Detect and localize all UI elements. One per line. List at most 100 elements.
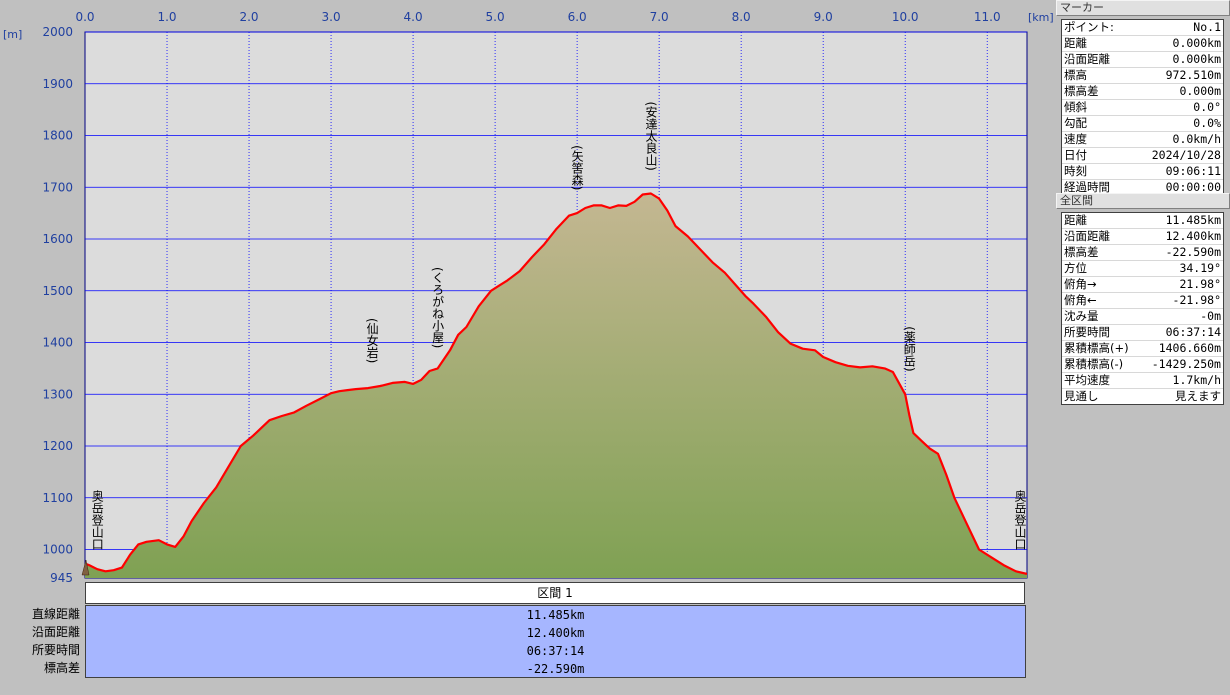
info-value: 06:37:14 <box>1165 325 1221 339</box>
info-value: 972.510m <box>1165 68 1221 82</box>
info-value: 09:06:11 <box>1165 164 1221 178</box>
section-header[interactable]: 区間 1 <box>85 582 1025 604</box>
info-row: 勾配 0.0% <box>1062 116 1223 132</box>
y-tick-label: 1600 <box>42 232 73 246</box>
y-tick-label: 1000 <box>42 543 73 557</box>
info-row: 速度 0.0km/h <box>1062 132 1223 148</box>
info-row: 時刻 09:06:11 <box>1062 164 1223 180</box>
info-row: 沿面距離 0.000km <box>1062 52 1223 68</box>
y-tick-label: 1900 <box>42 77 73 91</box>
x-tick-label: 0.0 <box>75 10 94 24</box>
x-tick-label: 3.0 <box>322 10 341 24</box>
info-value: 1406.660m <box>1158 341 1221 355</box>
info-row: 沿面距離 12.400km <box>1062 229 1223 245</box>
info-row: 累積標高(-) -1429.250m <box>1062 357 1223 373</box>
x-axis: 0.0 1.0 2.0 3.0 4.0 5.0 6.0 7.0 8.0 9.0 10.0 11.0 <box>75 10 1000 24</box>
marker-info-table: ポイント: No.1 距離 0.000km 沿面距離 0.000km 標高 972.510m 標… <box>1061 19 1224 196</box>
info-value: 見えます <box>1175 389 1221 403</box>
section-value: 12.400km <box>526 626 585 640</box>
y-unit-label: [m] <box>3 28 22 41</box>
info-value: -1429.250m <box>1151 357 1221 371</box>
info-value: -22.590m <box>1165 245 1221 259</box>
info-row: 俯角← -21.98° <box>1062 293 1223 309</box>
x-tick-label: 5.0 <box>486 10 505 24</box>
info-row: 経過時間 00:00:00 <box>1062 180 1223 195</box>
info-row: 距離 11.485km <box>1062 213 1223 229</box>
y-tick-label: 1400 <box>42 336 73 350</box>
elevation-profile-chart[interactable]: 0.0 1.0 2.0 3.0 4.0 5.0 6.0 7.0 8.0 9.0 10.0 11.0 1… <box>0 0 1056 582</box>
full-section-panel-title: 全区間 <box>1056 193 1230 209</box>
y-tick-label: 2000 <box>42 25 73 39</box>
info-value: 21.98° <box>1179 277 1221 291</box>
info-value: -21.98° <box>1172 293 1221 307</box>
waypoint-label: (薬師岳) <box>902 326 916 371</box>
info-key: 距離 <box>1064 36 1087 50</box>
y-tick-label: 1100 <box>42 491 73 505</box>
info-row: 累積標高(+) 1406.660m <box>1062 341 1223 357</box>
section-label: 沿面距離 <box>31 625 80 639</box>
info-value: 0.0% <box>1193 116 1221 130</box>
info-key: 時刻 <box>1064 164 1087 178</box>
x-tick-label: 1.0 <box>157 10 176 24</box>
info-row: 平均速度 1.7km/h <box>1062 373 1223 389</box>
info-row: 方位 34.19° <box>1062 261 1223 277</box>
section-label: 所要時間 <box>31 643 80 657</box>
info-value: 0.0° <box>1193 100 1221 114</box>
info-value: 0.0km/h <box>1172 132 1221 146</box>
y-tick-label: 1300 <box>42 387 73 401</box>
y-axis: 1000 1100 1200 1300 1400 1500 1600 1700 1800 1900… <box>42 25 73 557</box>
info-row: 俯角→ 21.98° <box>1062 277 1223 293</box>
info-row: 距離 0.000km <box>1062 36 1223 52</box>
info-value: 0.000m <box>1179 84 1221 98</box>
info-row: 日付 2024/10/28 <box>1062 148 1223 164</box>
info-key: 標高 <box>1064 68 1087 82</box>
info-value: 11.485km <box>1165 213 1221 227</box>
section-label: 直線距離 <box>31 607 80 621</box>
info-row: 傾斜 0.0° <box>1062 100 1223 116</box>
elevation-area <box>85 193 1027 578</box>
waypoint-label: (仙女岩) <box>365 318 379 363</box>
info-value: -0m <box>1200 309 1221 323</box>
info-value: No.1 <box>1193 20 1221 34</box>
info-key: 沈み量 <box>1064 309 1099 323</box>
section-value: 11.485km <box>526 608 585 622</box>
info-value: 1.7km/h <box>1172 373 1221 387</box>
waypoint-label: (くろがね小屋) <box>431 267 445 348</box>
info-row: 所要時間 06:37:14 <box>1062 325 1223 341</box>
start-marker-icon <box>81 559 90 576</box>
info-key: 平均速度 <box>1064 373 1110 387</box>
info-key: 日付 <box>1064 148 1087 162</box>
info-key: 傾斜 <box>1064 100 1087 114</box>
x-tick-label: 9.0 <box>814 10 833 24</box>
full-section-info-table: 距離 11.485km 沿面距離 12.400km 標高差 -22.590m 方位 34.19… <box>1061 212 1224 405</box>
section-value: 06:37:14 <box>526 644 585 658</box>
info-key: 経過時間 <box>1064 180 1110 194</box>
info-key: 累積標高(-) <box>1064 357 1124 371</box>
info-value: 00:00:00 <box>1165 180 1221 194</box>
info-value: 34.19° <box>1179 261 1221 275</box>
section-label: 標高差 <box>43 661 80 675</box>
info-value: 12.400km <box>1165 229 1221 243</box>
waypoint-label: (安達太良山) <box>644 101 658 170</box>
x-tick-label: 10.0 <box>892 10 919 24</box>
info-key: 累積標高(+) <box>1064 341 1129 355</box>
info-value: 0.000km <box>1172 52 1221 66</box>
y-tick-label: 1800 <box>42 129 73 143</box>
info-key: 見通し <box>1064 389 1099 403</box>
marker-panel-title: マーカー <box>1056 0 1230 16</box>
info-key: 俯角← <box>1064 293 1097 307</box>
info-row: 標高 972.510m <box>1062 68 1223 84</box>
info-row: 標高差 0.000m <box>1062 84 1223 100</box>
elevation-line <box>85 192 1027 575</box>
x-tick-label: 8.0 <box>732 10 751 24</box>
info-value: 0.000km <box>1172 36 1221 50</box>
info-key: 標高差 <box>1064 245 1099 259</box>
waypoint-label: 奥岳登山口 <box>1013 490 1027 550</box>
info-key: 速度 <box>1064 132 1087 146</box>
waypoint-label: (矢筈森) <box>570 145 584 190</box>
y-tick-label: 1500 <box>42 284 73 298</box>
section-labels: 直線距離沿面距離所要時間標高差 <box>0 605 80 677</box>
info-key: ポイント: <box>1064 20 1114 34</box>
x-tick-label: 4.0 <box>404 10 423 24</box>
info-key: 俯角→ <box>1064 277 1097 291</box>
